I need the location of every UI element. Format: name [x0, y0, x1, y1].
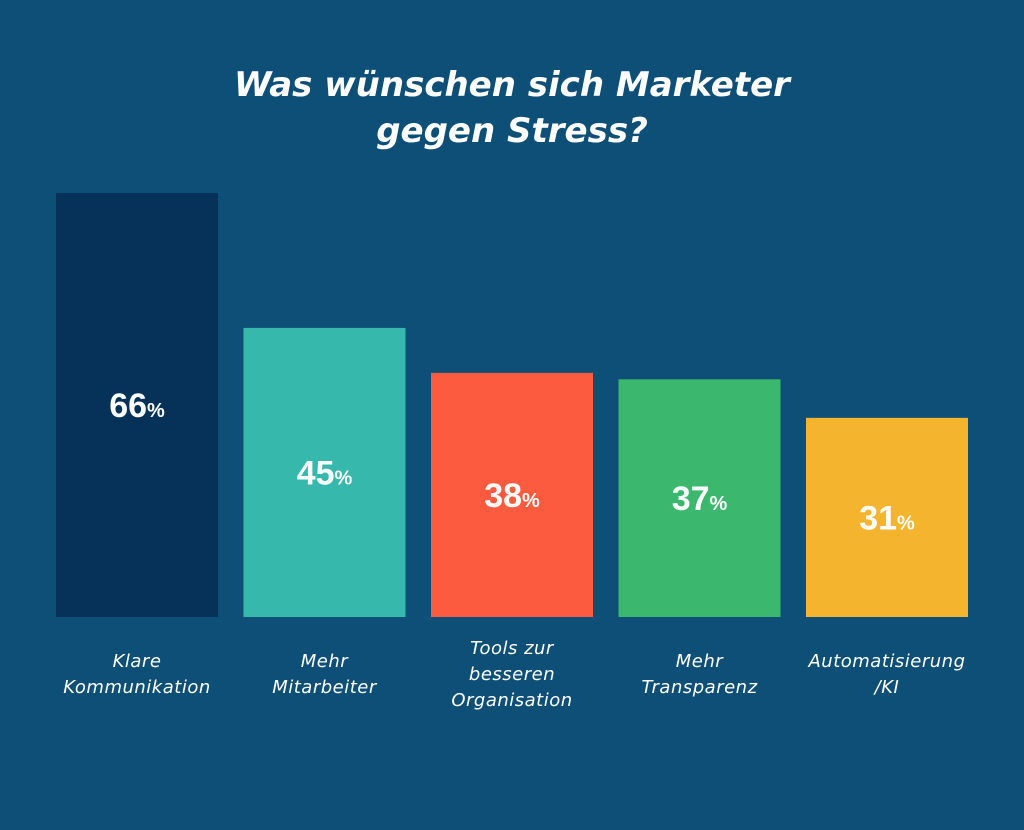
- category-label: Tools zur besseren Organisation: [412, 636, 612, 714]
- category-label: Automatisierung/KI: [787, 649, 987, 701]
- category-label-line: Organisation: [451, 690, 573, 711]
- chart-title-line-1: Was wünschen sich Marketer: [234, 65, 790, 105]
- category-label-line: Mehr: [300, 651, 349, 672]
- category-label-line: Transparenz: [641, 677, 758, 698]
- category-label-line: Klare: [112, 651, 162, 672]
- data-label: 37%: [672, 480, 728, 518]
- chart-title: Was wünschen sich Marketer gegen Stress?: [0, 62, 1024, 154]
- bar: [431, 372, 593, 617]
- category-label-line: Kommunikation: [63, 677, 211, 698]
- category-label: Klare Kommunikation: [37, 649, 237, 701]
- category-label-line: /KI: [874, 677, 900, 698]
- data-label: 31%: [859, 499, 915, 537]
- category-label-line: Mitarbeiter: [272, 677, 377, 698]
- data-label: 38%: [484, 477, 540, 515]
- category-label-line: Mehr: [675, 651, 724, 672]
- bar: [56, 193, 218, 617]
- category-label-line: Automatisierung: [808, 651, 966, 672]
- category-label-line: Tools zur: [470, 638, 554, 659]
- bar: [243, 327, 406, 617]
- category-label-line: besseren: [468, 664, 556, 685]
- bar: [618, 379, 781, 617]
- category-label: Mehr Transparenz: [600, 649, 800, 701]
- chart-title-line-2: gegen Stress?: [376, 111, 648, 151]
- data-label: 66%: [109, 387, 165, 425]
- category-label: Mehr Mitarbeiter: [225, 649, 425, 701]
- data-label: 45%: [297, 454, 353, 492]
- bar: [806, 417, 968, 617]
